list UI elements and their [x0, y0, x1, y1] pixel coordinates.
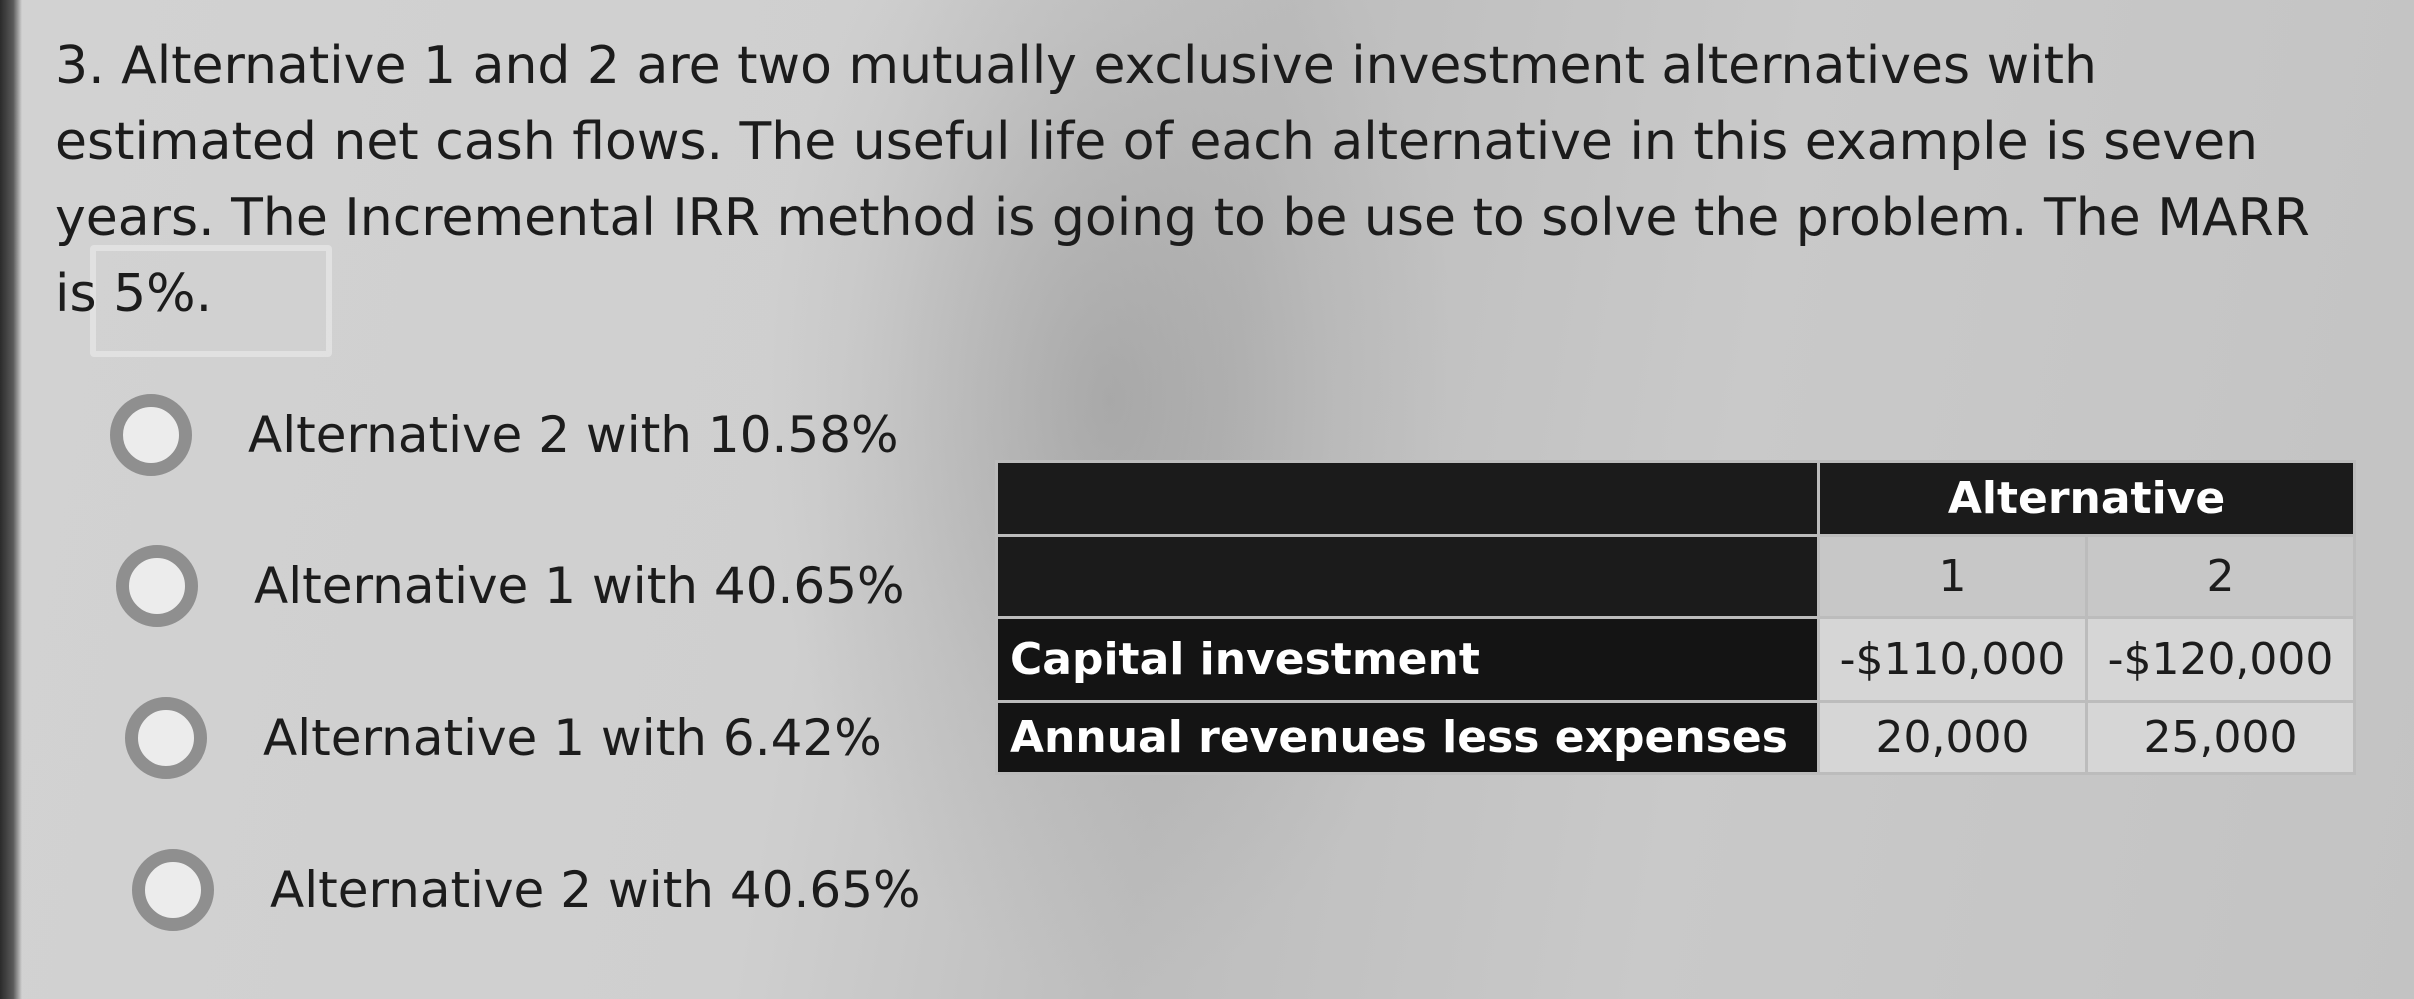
radio-button-icon[interactable] [132, 849, 214, 931]
radio-button-icon[interactable] [110, 394, 192, 476]
table-cell: -$110,000 [1817, 616, 2088, 703]
table-corner-cell [995, 534, 1820, 619]
table-subheader-row: 1 2 [995, 534, 2356, 619]
option-2[interactable]: Alternative 1 with 40.65% [116, 531, 905, 641]
option-3[interactable]: Alternative 1 with 6.42% [125, 683, 882, 793]
option-1[interactable]: Alternative 2 with 10.58% [110, 380, 899, 490]
radio-button-icon[interactable] [116, 545, 198, 627]
column-header-alternative-1: 1 [1817, 534, 2088, 619]
cash-flow-table: Alternative 1 2 Capital investment -$110… [995, 460, 2356, 775]
option-label: Alternative 1 with 6.42% [263, 709, 882, 767]
table-cell: 25,000 [2085, 700, 2356, 775]
screen-edge [0, 0, 22, 999]
table-row: Annual revenues less expenses 20,000 25,… [995, 700, 2356, 775]
option-label: Alternative 2 with 40.65% [270, 861, 921, 919]
table-cell: 20,000 [1817, 700, 2088, 775]
radio-button-icon[interactable] [125, 697, 207, 779]
option-label: Alternative 2 with 10.58% [248, 406, 899, 464]
question-text: 3. Alternative 1 and 2 are two mutually … [55, 36, 2310, 324]
column-header-alternative-2: 2 [2085, 534, 2356, 619]
row-label: Capital investment [995, 616, 1820, 703]
table-row: Capital investment -$110,000 -$120,000 [995, 616, 2356, 703]
table-cell: -$120,000 [2085, 616, 2356, 703]
row-label: Annual revenues less expenses [995, 700, 1820, 775]
alternative-group-header: Alternative [1817, 460, 2356, 537]
option-4[interactable]: Alternative 2 with 40.65% [132, 835, 921, 945]
table-header-row: Alternative [995, 460, 2356, 537]
table-corner-cell [995, 460, 1820, 537]
option-label: Alternative 1 with 40.65% [254, 557, 905, 615]
